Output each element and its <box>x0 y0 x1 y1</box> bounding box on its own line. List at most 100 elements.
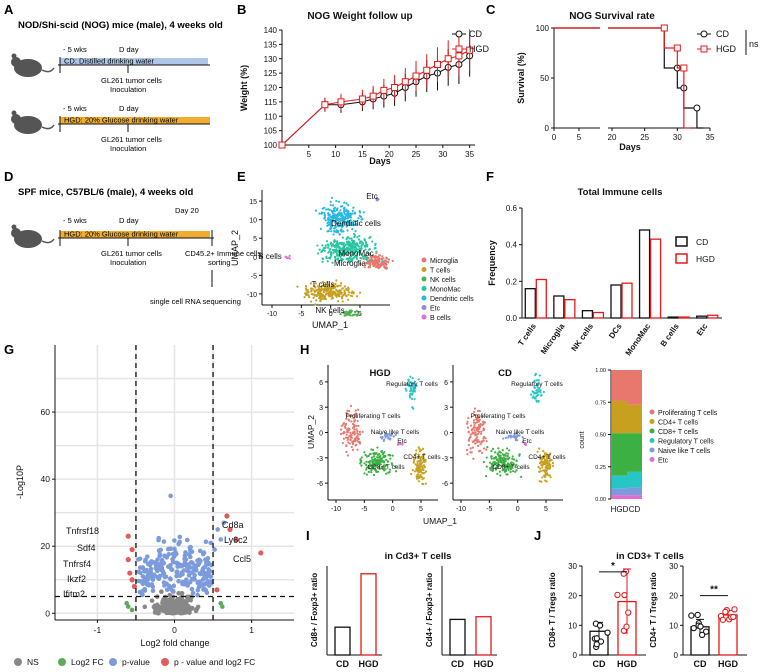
chart-e-point <box>322 290 326 294</box>
chart-e-point <box>366 244 369 247</box>
chart-h-point <box>419 456 423 459</box>
chart-h-point <box>349 404 353 407</box>
chart-g-point-pvalue <box>171 589 176 594</box>
dday-label-1: D day <box>119 45 139 54</box>
chart-h-point <box>476 436 479 439</box>
chart-e-point <box>341 300 344 303</box>
chart-e-legend-marker <box>421 286 427 291</box>
chart-h-point <box>471 432 474 435</box>
chart-e-point <box>355 257 359 260</box>
chart-e-point <box>380 258 384 261</box>
panel-label-e: E <box>237 169 246 184</box>
chart-h-point <box>516 433 519 436</box>
chart-h-point <box>503 462 506 465</box>
chart-h-point <box>470 451 473 454</box>
chart-f-title: Total Immune cells <box>578 187 663 198</box>
chart-e-point <box>380 262 383 266</box>
chart-g-legend-label: NS <box>27 657 39 667</box>
chart-h-legend-marker <box>649 409 655 415</box>
chart-h-x-tick-label: -10 <box>331 506 341 513</box>
chart-h-point <box>360 456 363 459</box>
chart-e-point <box>331 261 334 264</box>
chart-e-point <box>334 285 337 289</box>
chart-e-point <box>314 209 318 212</box>
chart-e-point <box>367 265 370 268</box>
chart-h-point <box>413 380 417 383</box>
chart-h-point <box>409 384 413 387</box>
chart-h-point <box>413 383 416 387</box>
chart-e-point <box>329 248 332 251</box>
glucose-bar-d <box>60 231 210 238</box>
chart-f-bar-CD <box>524 288 536 319</box>
chart-g-point-pvalue <box>174 569 180 575</box>
panel-label-j: J <box>534 528 541 543</box>
dday-label-2: D day <box>119 104 139 113</box>
chart-h-point <box>492 447 495 450</box>
chart-h-point <box>494 456 498 459</box>
chart-h-stack-segment <box>612 475 627 489</box>
chart-g-point-pvalue <box>170 557 175 562</box>
chart-g-point-sig <box>233 536 239 543</box>
chart-e-point <box>336 253 339 256</box>
chart-h-point <box>498 454 501 458</box>
chart-h-cluster-label: CD8+ T cells <box>492 464 530 471</box>
chart-e-point <box>320 288 323 292</box>
chart-h-y-tick-label: -6 <box>317 481 323 488</box>
chart-g-legend-marker <box>161 658 169 666</box>
chart-e-point <box>384 262 387 265</box>
chart-e-point <box>324 297 327 301</box>
chart-h-y-tick-label: 6 <box>319 380 323 387</box>
chart-h-point <box>355 428 358 431</box>
chart-g-point-pvalue <box>215 527 220 532</box>
chart-i-category-label: HGD <box>359 659 380 669</box>
chart-e-point <box>336 222 339 225</box>
event-label-d: GL261 tumor cells <box>101 249 162 258</box>
chart-e-point <box>339 229 342 232</box>
chart-h-point <box>474 442 477 445</box>
chart-b-x-tick-label: 20 <box>385 150 394 159</box>
chart-e-point <box>346 311 349 314</box>
chart-e-point <box>341 236 344 239</box>
chart-h-point <box>424 482 427 485</box>
chart-h-point <box>344 423 347 426</box>
chart-h-point <box>506 454 509 458</box>
chart-j-point <box>719 616 727 623</box>
chart-e-legend-marker <box>421 257 427 263</box>
chart-h-y-tick-label: 3 <box>319 405 323 412</box>
mouse-icon <box>11 110 55 134</box>
chart-e-xlabel: UMAP_1 <box>312 320 348 330</box>
chart-h-point <box>410 397 414 400</box>
chart-e-point <box>337 246 340 249</box>
chart-h-point <box>518 453 521 456</box>
chart-h-point <box>503 465 506 468</box>
chart-h-point <box>407 378 410 381</box>
chart-h-point <box>490 455 493 458</box>
chart-h-x-tick-label: 5 <box>544 506 548 513</box>
chart-h-point <box>538 480 541 483</box>
chart-e-point <box>320 212 323 215</box>
chart-e-point <box>323 287 326 290</box>
chart-g-x-tick-label: 1 <box>249 625 254 635</box>
chart-e-point <box>345 294 348 297</box>
chart-e-point <box>315 288 319 291</box>
chart-e-point <box>353 220 356 223</box>
chart-h-point <box>535 400 538 403</box>
chart-h-point <box>392 435 395 438</box>
chart-e-point <box>287 256 290 259</box>
chart-h-point <box>469 447 472 450</box>
chart-e-point <box>375 196 378 199</box>
chart-e-point <box>320 294 323 297</box>
chart-g-point-sig <box>227 526 233 533</box>
chart-g-point-pvalue <box>193 567 199 573</box>
chart-c-y-tick-label: 0 <box>545 124 550 133</box>
chart-h-point <box>351 441 355 444</box>
chart-h-point <box>541 469 545 472</box>
chart-g-xlabel: Log2 fold change <box>140 638 209 648</box>
chart-g-point-pvalue <box>161 560 167 566</box>
chart-e-point <box>356 313 359 316</box>
chart-h-point <box>416 460 419 463</box>
chart-h-point <box>415 384 418 388</box>
chart-e-point <box>307 291 310 294</box>
chart-h-point <box>421 478 424 481</box>
chart-e-point <box>332 233 335 236</box>
